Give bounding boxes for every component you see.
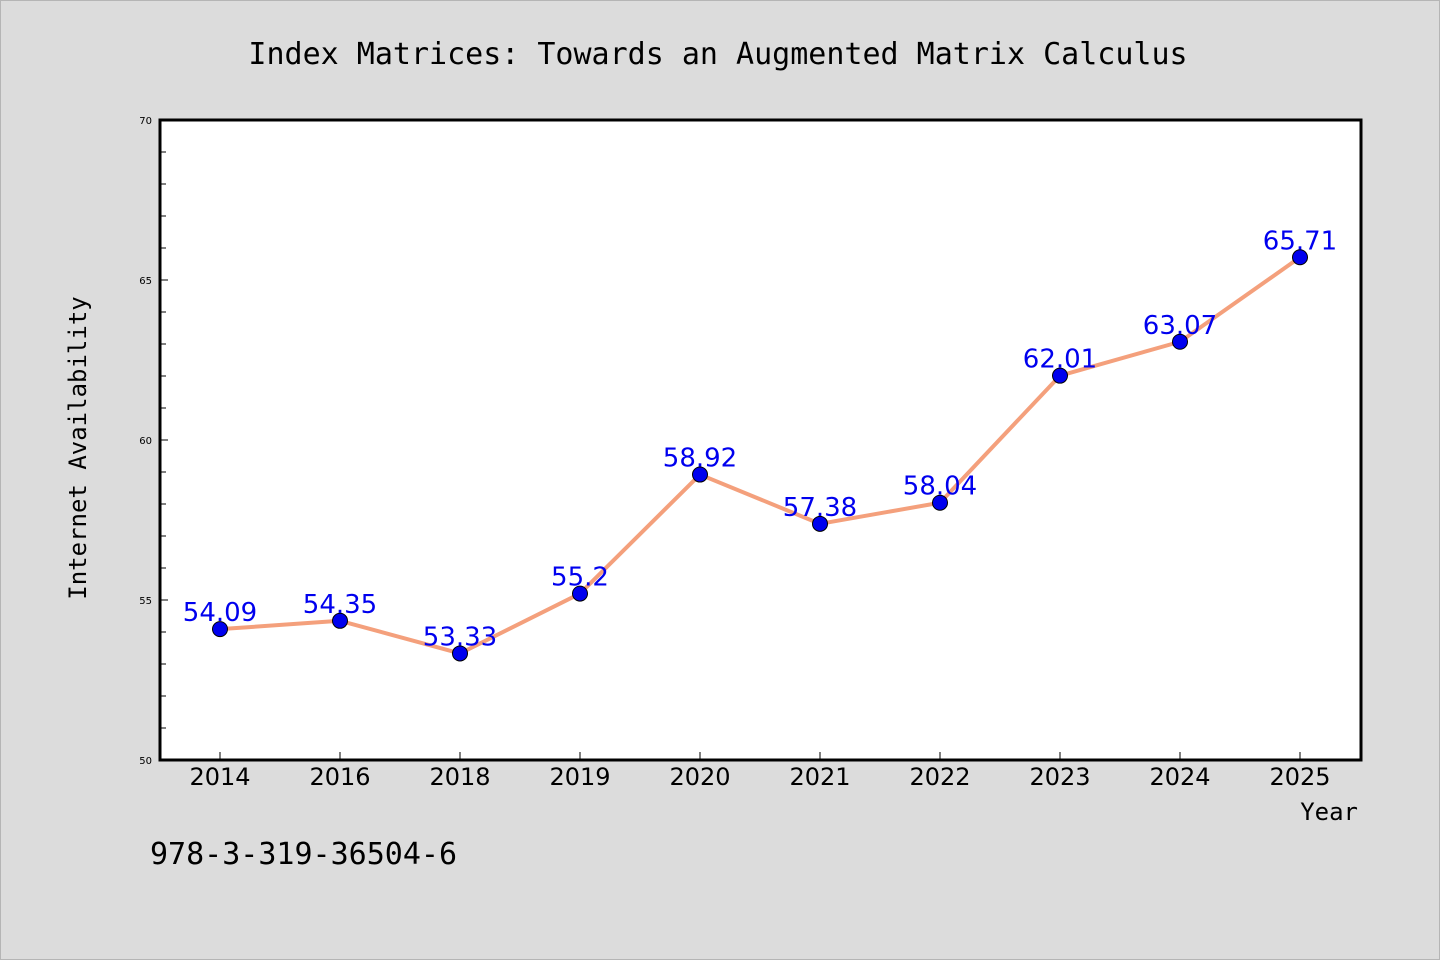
data-label: 53.33	[423, 622, 497, 652]
data-point	[932, 494, 948, 511]
x-tick-label: 2024	[1149, 763, 1210, 791]
data-label: 55.2	[551, 563, 609, 593]
data-point	[812, 515, 828, 532]
plot-area	[158, 118, 1363, 762]
x-tick-label: 2021	[789, 763, 850, 791]
footer-isbn: 978-3-319-36504-6	[150, 837, 457, 872]
data-point	[572, 585, 588, 602]
data-point	[692, 466, 708, 483]
data-labels: 54.09 54.35 53.33 55.2 58.92 57.38 58.04 62.01 6…	[183, 226, 1337, 652]
data-label: 65.71	[1263, 226, 1337, 256]
data-point	[1052, 367, 1068, 384]
data-point	[212, 621, 228, 638]
data-point	[452, 645, 468, 662]
y-axis: 50 55 60 65 70	[139, 116, 168, 767]
x-tick-label: 2014	[189, 763, 250, 791]
data-label: 63.07	[1143, 311, 1217, 341]
x-tick-label: 2025	[1269, 763, 1330, 791]
y-tick-label: 65	[139, 276, 152, 287]
y-tick-label: 55	[139, 596, 152, 607]
y-tick-label: 70	[139, 116, 152, 127]
x-tick-label: 2018	[429, 763, 490, 791]
x-tick-label: 2019	[549, 763, 610, 791]
y-axis-label: Internet Availability	[64, 296, 92, 599]
data-point	[332, 612, 348, 629]
series-layer	[212, 249, 1308, 662]
x-tick-label: 2022	[909, 763, 970, 791]
data-point	[1292, 249, 1308, 266]
y-tick-label: 60	[139, 436, 152, 447]
x-axis-label: Year	[1300, 798, 1358, 826]
data-label: 54.35	[303, 590, 377, 620]
data-label: 58.04	[903, 472, 977, 502]
chart-title: Index Matrices: Towards an Augmented Mat…	[248, 37, 1187, 72]
y-tick-label: 50	[139, 756, 152, 767]
x-tick-label: 2016	[309, 763, 370, 791]
data-label: 62.01	[1023, 345, 1097, 375]
x-axis: 2014 2016 2018 2019 2020 2021 2022 2023 2024 2025	[189, 752, 1331, 791]
x-tick-label: 2020	[669, 763, 730, 791]
data-label: 57.38	[783, 493, 857, 523]
data-label: 54.09	[183, 598, 257, 628]
series-line	[218, 255, 1302, 656]
x-tick-label: 2023	[1029, 763, 1090, 791]
data-label: 58.92	[663, 444, 737, 474]
data-point	[1172, 333, 1188, 350]
